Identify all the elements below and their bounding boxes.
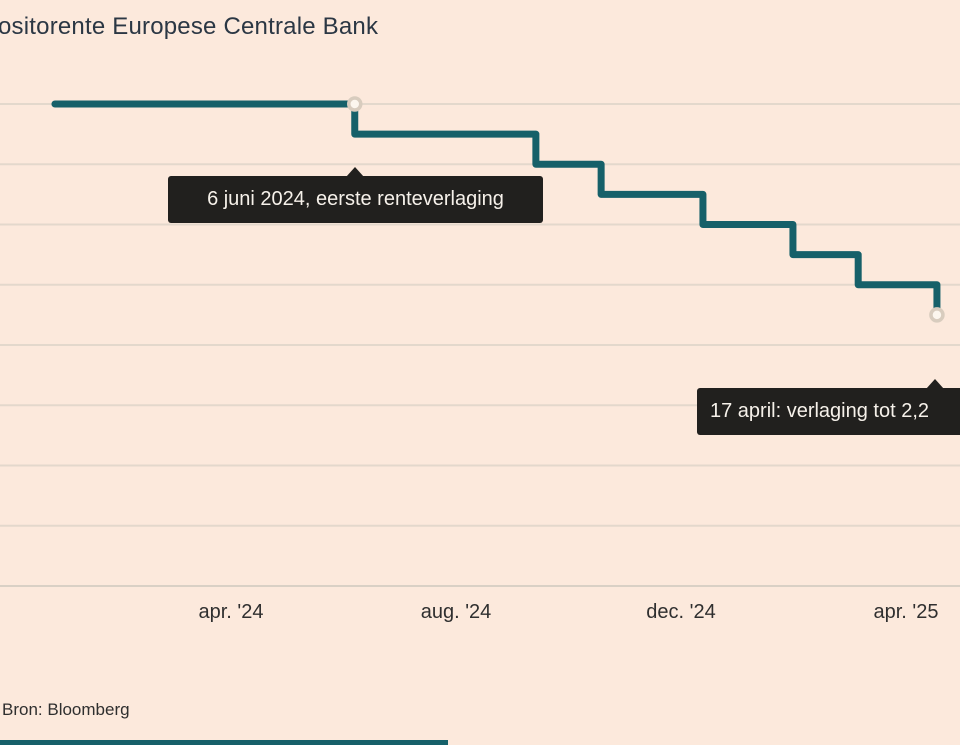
tooltip-arrow-up-icon: [926, 379, 944, 389]
tooltip-text: 6 juni 2024, eerste renteverlaging: [207, 188, 504, 210]
x-tick-label: apr. '25: [873, 601, 939, 623]
tooltip-first-rate-cut: 6 juni 2024, eerste renteverlaging: [168, 167, 543, 223]
tooltip-text: 17 april: verlaging tot 2,2: [710, 400, 930, 422]
data-point-marker[interactable]: [347, 96, 363, 112]
tooltip-april-rate-cut: 17 april: verlaging tot 2,2: [697, 379, 960, 435]
deposit-rate-step-line: [51, 100, 941, 319]
tooltip-arrow-up-icon: [346, 167, 364, 177]
x-tick-label: aug. '24: [420, 601, 492, 623]
bottom-accent-bar: [0, 740, 448, 745]
chart-title: ositorente Europese Centrale Bank: [0, 13, 379, 40]
data-point-marker[interactable]: [929, 307, 945, 323]
source-attribution: Bron: Bloomberg: [2, 700, 130, 719]
x-tick-label: apr. '24: [198, 601, 264, 623]
x-tick-label: dec. '24: [646, 601, 716, 623]
